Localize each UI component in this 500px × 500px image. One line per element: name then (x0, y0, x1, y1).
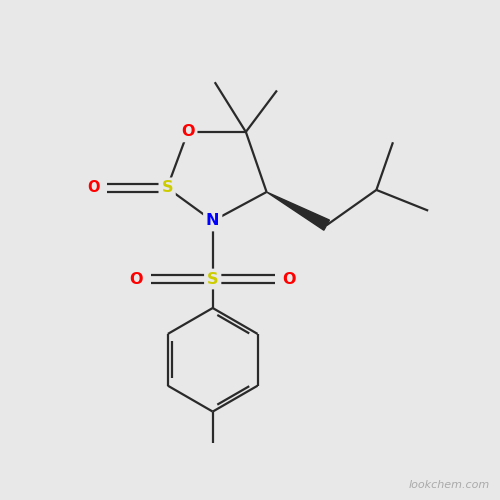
Text: lookchem.com: lookchem.com (409, 480, 490, 490)
Text: O: O (181, 124, 194, 140)
Text: O: O (88, 180, 100, 196)
Polygon shape (266, 192, 330, 230)
Text: S: S (162, 180, 173, 196)
Text: N: N (206, 214, 220, 228)
Text: O: O (130, 272, 143, 286)
Text: S: S (207, 272, 218, 286)
Text: O: O (282, 272, 296, 286)
